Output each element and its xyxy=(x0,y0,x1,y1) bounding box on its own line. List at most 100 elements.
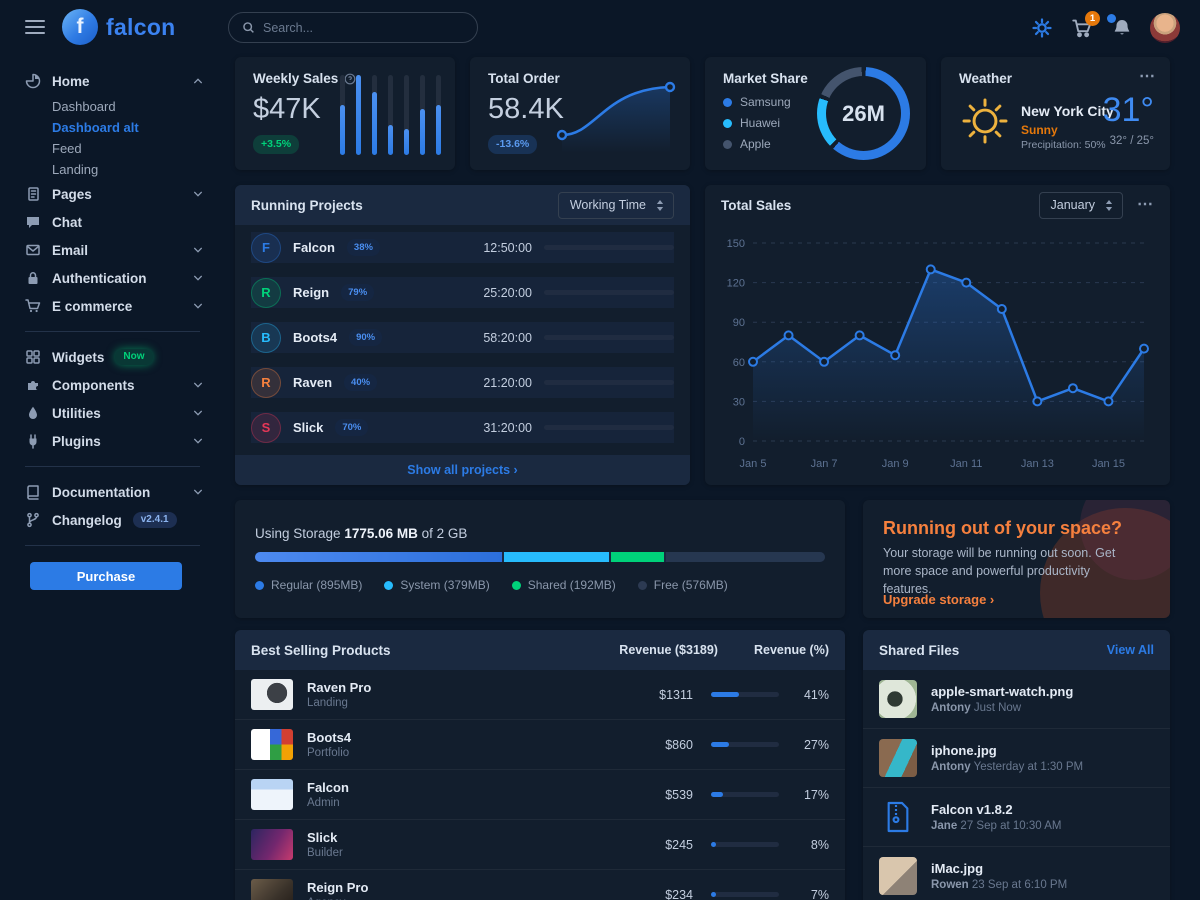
project-progress-bar xyxy=(544,245,674,250)
project-avatar: B xyxy=(251,322,281,353)
envelope-icon xyxy=(25,242,41,258)
falcon-logo-icon: f xyxy=(62,9,98,45)
project-row: F Falcon 38% 12:50:00 xyxy=(235,225,690,270)
project-name-link[interactable]: Falcon xyxy=(293,240,335,255)
product-row: Slick Builder $245 8% xyxy=(235,820,845,870)
project-avatar: F xyxy=(251,232,281,263)
sidebar-subitem-dashboard-alt[interactable]: Dashboard alt xyxy=(52,119,139,135)
chevron-down-icon xyxy=(193,301,203,311)
product-type-link[interactable]: Builder xyxy=(307,847,343,859)
bar xyxy=(404,128,409,155)
svg-text:Jan 15: Jan 15 xyxy=(1092,458,1125,470)
product-name-link[interactable]: Reign Pro xyxy=(307,880,369,895)
sidebar-item-label: Email xyxy=(52,242,89,258)
sidebar-subitem-feed[interactable]: Feed xyxy=(52,140,82,156)
svg-text:Jan 11: Jan 11 xyxy=(950,458,982,470)
product-name-link[interactable]: Falcon xyxy=(307,780,349,795)
storage-segment xyxy=(504,552,609,562)
sidebar-item-utilities[interactable]: Utilities xyxy=(25,399,225,427)
search-input[interactable] xyxy=(263,20,464,35)
product-thumbnail xyxy=(251,779,293,810)
sidebar-item-e-commerce[interactable]: E commerce xyxy=(25,292,225,320)
sidebar-item-plugins[interactable]: Plugins xyxy=(25,427,225,455)
shared-files-list: apple-smart-watch.png Antony Just Now ipho… xyxy=(863,670,1170,900)
bar-track xyxy=(436,75,441,155)
weekly-sales-badge: +3.5% xyxy=(253,135,300,154)
product-type-link[interactable]: Admin xyxy=(307,797,340,809)
bar xyxy=(372,91,377,155)
drop-icon xyxy=(25,405,41,421)
product-revenue: $860 xyxy=(665,737,693,752)
sidebar-item-changelog[interactable]: Changelog v2.4.1 xyxy=(25,506,225,534)
settings-gear-icon[interactable] xyxy=(1030,16,1054,40)
product-revenue: $539 xyxy=(665,787,693,802)
show-all-projects-link[interactable]: Show all projects › xyxy=(407,463,518,477)
product-percent-fill xyxy=(711,892,716,897)
sidebar-item-documentation[interactable]: Documentation xyxy=(25,478,225,506)
bell-icon[interactable] xyxy=(1107,13,1134,40)
running-projects-list: F Falcon 38% 12:50:00 R Reign 79% 25:20:00 B Boot… xyxy=(235,225,690,450)
menu-toggle-icon[interactable] xyxy=(25,20,45,38)
widgets-icon xyxy=(25,349,41,365)
file-name-link[interactable]: Falcon v1.8.2 xyxy=(931,802,1013,817)
project-name-link[interactable]: Reign xyxy=(293,285,330,300)
sidebar-item-label: Documentation xyxy=(52,484,151,500)
chevron-down-icon xyxy=(193,189,203,199)
bar-track xyxy=(372,75,377,155)
brand-logo[interactable]: f falcon xyxy=(62,9,176,45)
product-row: Reign Pro Agency $234 7% xyxy=(235,870,845,900)
chat-icon xyxy=(25,214,41,230)
sidebar-item-home[interactable]: Home xyxy=(25,67,225,95)
product-percent-label: 27% xyxy=(803,737,829,752)
sidebar-subitem-landing[interactable]: Landing xyxy=(52,161,99,177)
user-avatar[interactable] xyxy=(1150,12,1180,43)
total-sales-title: Total Sales xyxy=(721,197,792,213)
project-name-link[interactable]: Slick xyxy=(293,420,324,435)
product-percent-label: 8% xyxy=(810,837,829,852)
month-dropdown[interactable]: January xyxy=(1038,191,1123,219)
running-projects-card: Running Projects Working Time F Falcon 38%… xyxy=(235,185,690,485)
sidebar-item-authentication[interactable]: Authentication xyxy=(25,264,225,292)
sidebar-item-pages[interactable]: Pages xyxy=(25,180,225,208)
sidebar-item-components[interactable]: Components xyxy=(25,371,225,399)
file-name-link[interactable]: iMac.jpg xyxy=(931,861,984,876)
storage-legend-dot xyxy=(511,580,521,590)
project-name-link[interactable]: Boots4 xyxy=(293,330,338,345)
chevron-down-icon xyxy=(193,273,203,283)
sun-icon xyxy=(957,93,1013,154)
product-type-link[interactable]: Portfolio xyxy=(307,747,350,759)
product-revenue: $234 xyxy=(665,887,693,900)
chevron-down-icon xyxy=(193,487,203,497)
weather-menu-icon[interactable]: ⋯ xyxy=(1139,68,1156,85)
top-navbar: f falcon 1 xyxy=(0,0,1200,55)
project-time: 25:20:00 xyxy=(483,285,532,300)
product-type-link[interactable]: Agency xyxy=(307,897,368,900)
product-name-link[interactable]: Slick xyxy=(307,830,338,845)
file-name-link[interactable]: iphone.jpg xyxy=(931,743,997,758)
help-icon[interactable] xyxy=(344,73,356,85)
product-name-link[interactable]: Raven Pro xyxy=(307,680,372,695)
file-thumbnail xyxy=(879,857,917,895)
total-sales-menu-icon[interactable]: ⋯ xyxy=(1137,196,1154,213)
storage-legend-item: System (379MB) xyxy=(384,578,490,592)
view-all-link[interactable]: View All xyxy=(1106,643,1154,657)
sidebar-badge: v2.4.1 xyxy=(132,512,177,528)
svg-text:Jan 13: Jan 13 xyxy=(1021,458,1054,470)
storage-segment xyxy=(610,552,664,562)
project-time: 58:20:00 xyxy=(483,330,532,345)
sidebar-item-label: Utilities xyxy=(52,405,101,421)
sidebar-item-chat[interactable]: Chat xyxy=(25,208,225,236)
sidebar-subitem-dashboard[interactable]: Dashboard xyxy=(52,98,116,114)
project-name-link[interactable]: Raven xyxy=(293,375,333,390)
market-share-legend: Samsung Huawei Apple xyxy=(723,95,791,151)
upgrade-storage-link[interactable]: Upgrade storage › xyxy=(883,592,995,607)
working-time-dropdown[interactable]: Working Time xyxy=(557,191,674,219)
project-percent-badge: 90% xyxy=(349,329,383,346)
product-name-link[interactable]: Boots4 xyxy=(307,730,352,745)
file-name-link[interactable]: apple-smart-watch.png xyxy=(931,684,1074,699)
purchase-button[interactable]: Purchase xyxy=(30,562,182,590)
sidebar-item-widgets[interactable]: Widgets Now xyxy=(25,343,225,371)
sidebar-item-email[interactable]: Email xyxy=(25,236,225,264)
cart-icon[interactable]: 1 xyxy=(1070,10,1100,40)
product-type-link[interactable]: Landing xyxy=(307,697,348,709)
